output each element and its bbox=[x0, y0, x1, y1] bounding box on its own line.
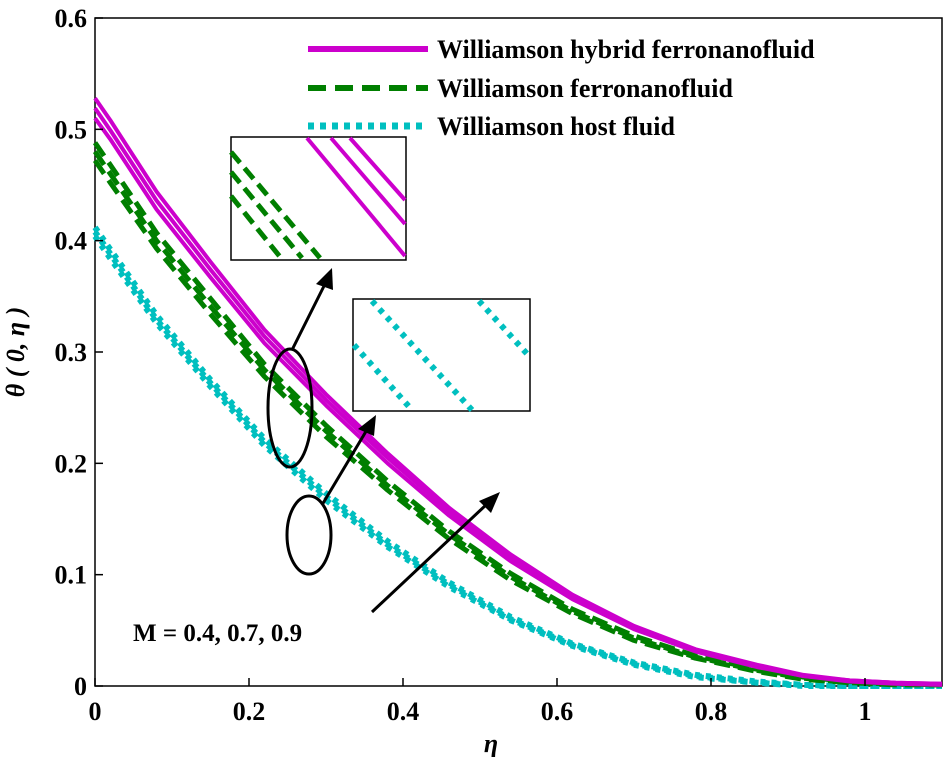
legend: Williamson hybrid ferronanofluid William… bbox=[300, 30, 936, 145]
x-axis-title: η bbox=[484, 729, 498, 757]
arrow-to-lower-inset bbox=[320, 427, 370, 506]
inset-lower-frame bbox=[352, 298, 531, 412]
series-line-ferro-4 bbox=[92, 150, 943, 688]
zoom-inset-upper bbox=[229, 136, 407, 261]
legend-label-hybrid: Williamson hybrid ferronanofluid bbox=[437, 35, 815, 64]
inset-upper-ferro-line-1 bbox=[229, 150, 322, 260]
zoom-inset-lower bbox=[351, 298, 532, 413]
y-tick-label: 0 bbox=[74, 672, 87, 701]
x-tick-label: 0.2 bbox=[233, 697, 266, 726]
legend-label-host: Williamson host fluid bbox=[437, 112, 675, 141]
zoom-ellipse-lower bbox=[285, 494, 333, 576]
inset-upper-hybrid-line-1 bbox=[305, 136, 407, 258]
legend-label-ferro: Williamson ferronanofluid bbox=[437, 74, 733, 103]
curves-group bbox=[92, 97, 943, 689]
arrow-to-upper-inset bbox=[290, 281, 328, 351]
arrows bbox=[290, 268, 500, 614]
arrow-increasing-M bbox=[370, 502, 489, 614]
axis-ticks-group: 0 0.2 0.4 0.6 0.8 1 0 0.1 0.2 0.3 0.4 0.5 0.6 bbox=[55, 4, 872, 726]
inset-lower-host-line-3 bbox=[476, 298, 532, 359]
y-tick-label: 0.5 bbox=[55, 115, 88, 144]
y-tick-label: 0.3 bbox=[55, 338, 88, 367]
y-tick-label: 0.2 bbox=[55, 449, 88, 478]
inset-upper-ferro-line-3 bbox=[229, 194, 283, 260]
x-tick-label: 1 bbox=[859, 697, 872, 726]
zoom-ellipse-upper bbox=[266, 347, 314, 469]
series-line-ferro-5 bbox=[92, 159, 942, 688]
y-tick-label: 0.4 bbox=[55, 227, 88, 256]
y-tick-label: 0.1 bbox=[55, 561, 88, 590]
y-tick-label: 0.6 bbox=[55, 4, 88, 33]
arrow-head-increasing-M bbox=[479, 492, 500, 513]
inset-lower-host-line-2 bbox=[369, 298, 475, 413]
parameter-annotation: M = 0.4, 0.7, 0.9 bbox=[133, 620, 302, 647]
inset-upper-ferro-line-2 bbox=[229, 170, 304, 260]
series-line-host-6 bbox=[92, 225, 942, 689]
x-tick-label: 0.8 bbox=[695, 697, 728, 726]
series-line-ferro-3 bbox=[92, 141, 943, 688]
series-line-host-8 bbox=[92, 234, 942, 689]
inset-upper-hybrid-line-3 bbox=[348, 136, 407, 202]
arrow-head-upper-inset bbox=[316, 268, 333, 290]
inset-upper-hybrid-line-2 bbox=[329, 136, 407, 226]
x-tick-label: 0.4 bbox=[387, 697, 420, 726]
x-tick-label: 0.6 bbox=[541, 697, 574, 726]
arrow-head-lower-inset bbox=[358, 415, 376, 436]
y-axis-title: θ ( 0, η ) bbox=[1, 307, 30, 398]
inset-upper-frame bbox=[230, 136, 407, 261]
inset-lower-host-line-1 bbox=[351, 343, 415, 412]
series-line-hybrid-2 bbox=[93, 117, 943, 687]
x-tick-label: 0 bbox=[89, 697, 102, 726]
